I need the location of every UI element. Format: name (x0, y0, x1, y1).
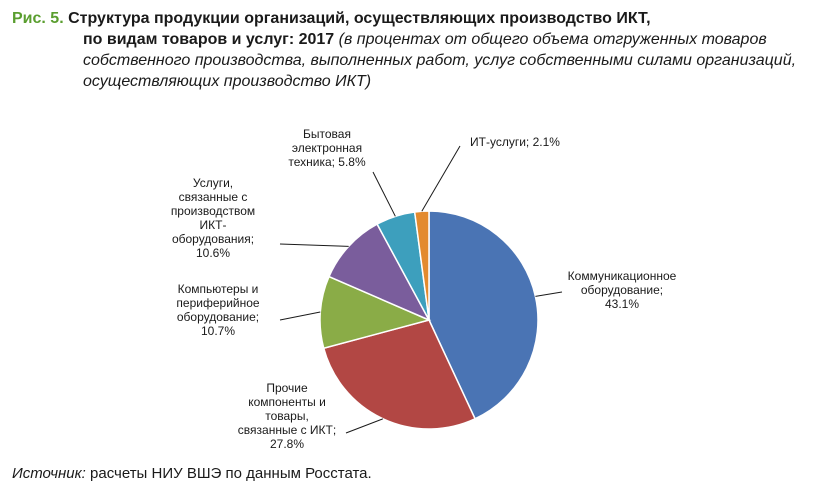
slice-label: Компьютеры и периферийное оборудование; 10.… (176, 282, 259, 338)
figure-title-cont: по видам товаров и услуг: 2017 (83, 31, 335, 48)
source-text: расчеты НИУ ВШЭ по данным Росстата. (90, 465, 372, 482)
slice-label-line: 10.7% (201, 324, 235, 338)
figure-subtitle: (в процентах от общего объема отгруженны… (83, 31, 797, 90)
pie-slice (328, 223, 431, 322)
slice-label-line: Бытовая (303, 127, 351, 141)
pie-slice (319, 275, 432, 350)
source-note: Источник: расчеты НИУ ВШЭ по данным Росс… (12, 465, 372, 482)
slice-label: Бытовая электронная техника; 5.8% (288, 127, 366, 169)
slice-label: Прочие компоненты и товары, связанные с ИКТ… (238, 381, 336, 451)
slice-label-line: электронная (292, 141, 362, 155)
slice-label-line: 10.6% (196, 246, 230, 260)
slice-label: Коммуникационное оборудование; 43.1% (568, 269, 677, 311)
leader-line (279, 243, 349, 247)
slice-label-line: периферийное (176, 296, 259, 310)
slice-label-line: Услуги, (193, 176, 233, 190)
slice-label-line: производством (171, 204, 255, 218)
slice-label-line: ИТ-услуги; 2.1% (470, 135, 560, 149)
slice-label-line: компоненты и (248, 395, 326, 409)
leader-line (372, 171, 396, 217)
leader-line (279, 311, 321, 321)
slice-label-line: 27.8% (270, 437, 304, 451)
slice-label-line: ИКТ- (200, 218, 227, 232)
slice-label-line: оборудования; (172, 232, 254, 246)
pie-slice (413, 210, 430, 321)
slice-label-line: связанные с (179, 190, 248, 204)
slice-label-line: товары, (265, 409, 309, 423)
slice-label-line: оборудование; (177, 310, 259, 324)
slice-label-line: 43.1% (605, 297, 639, 311)
slice-label: ИТ-услуги; 2.1% (470, 135, 560, 149)
slice-label-line: Коммуникационное (568, 269, 677, 283)
figure-title-block: Рис. 5. Структура продукции организаций,… (12, 8, 812, 92)
slice-label-line: оборудование; (581, 283, 663, 297)
figure-title: Структура продукции организаций, осущест… (68, 10, 651, 27)
slice-label-line: Прочие (266, 381, 308, 395)
figure-title-line: Рис. 5. Структура продукции организаций,… (12, 8, 812, 29)
figure-number: Рис. 5. (12, 10, 64, 27)
leader-line (421, 145, 461, 212)
slice-label-line: связанные с ИКТ; (238, 423, 336, 437)
leader-line (535, 291, 563, 297)
source-label: Источник: (12, 465, 86, 482)
leader-line (345, 418, 384, 434)
figure-title-continuation: по видам товаров и услуг: 2017 (в процен… (12, 29, 812, 92)
slice-label-line: техника; 5.8% (288, 155, 366, 169)
slice-label-line: Компьютеры и (178, 282, 259, 296)
slice-label: Услуги, связанные с производством ИКТ-обору… (171, 176, 255, 260)
